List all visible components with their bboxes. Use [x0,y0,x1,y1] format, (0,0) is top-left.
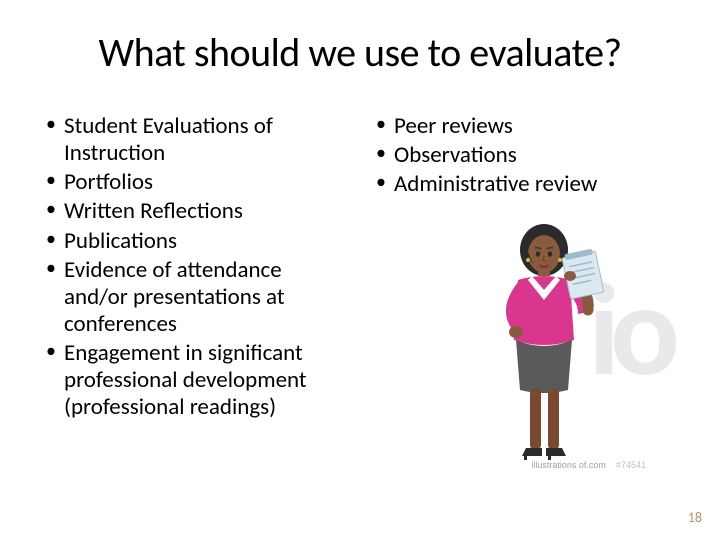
slide: What should we use to evaluate? Student … [0,0,720,540]
list-item: Publications [40,228,350,255]
list-item: Engagement in significant professional d… [40,340,350,421]
right-bullet-list: Peer reviews Observations Administrative… [370,113,680,198]
left-column: Student Evaluations of Instruction Portf… [40,113,350,423]
clipart-woman-icon [440,220,640,480]
image-attribution: illustrations of.com #74541 [531,460,646,470]
list-item: Peer reviews [370,113,680,140]
list-item: Student Evaluations of Instruction [40,113,350,167]
left-bullet-list: Student Evaluations of Instruction Portf… [40,113,350,421]
slide-title: What should we use to evaluate? [40,28,680,77]
attribution-site: illustrations of.com [531,460,606,470]
attribution-id: #74541 [616,460,646,470]
list-item: Observations [370,142,680,169]
list-item: Evidence of attendance and/or presentati… [40,257,350,338]
list-item: Administrative review [370,171,680,198]
page-number: 18 [688,509,702,526]
list-item: Portfolios [40,169,350,196]
list-item: Written Reflections [40,198,350,225]
